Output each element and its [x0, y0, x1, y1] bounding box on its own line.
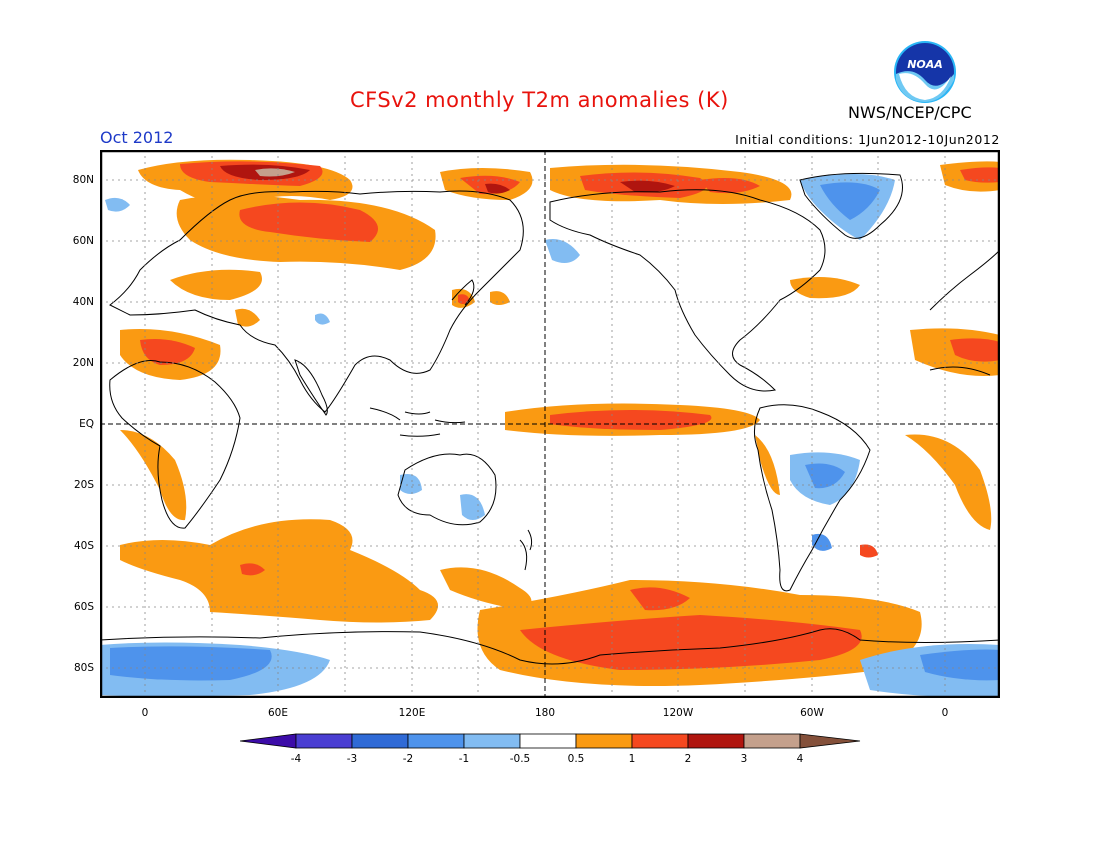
colorbar-label: 2	[684, 753, 692, 765]
lon-label-120w: 120W	[662, 707, 694, 719]
lat-label-20s: 20S	[73, 479, 94, 491]
colorbar-label: 3	[740, 753, 748, 765]
colorbar-label: -3	[346, 753, 358, 765]
colorbar-cell	[687, 733, 745, 749]
anomaly-map	[100, 150, 1000, 698]
lat-label-60s: 60S	[73, 601, 94, 613]
lon-label-120e: 120E	[398, 707, 426, 719]
lon-label-0-east: 0	[941, 707, 949, 719]
map-frame	[100, 150, 1000, 698]
lon-label-0: 0	[141, 707, 149, 719]
warm-anomaly-layer	[120, 159, 1000, 686]
lon-label-60w: 60W	[800, 707, 824, 719]
colorbar-cell	[351, 733, 409, 749]
colorbar-cell-gt-4	[799, 733, 861, 749]
colorbar-cell	[463, 733, 521, 749]
colorbar-cell	[743, 733, 801, 749]
colorbar-cell-lt-4	[240, 733, 297, 749]
reference-lines	[100, 150, 1000, 698]
colorbar-label: 4	[796, 753, 804, 765]
lat-label-40s: 40S	[73, 540, 94, 552]
africa-coast	[109, 360, 241, 529]
forecast-month: Oct 2012	[100, 128, 174, 147]
lat-label-80s: 80S	[73, 662, 94, 674]
graticule	[100, 150, 1000, 698]
warm-southern-indian	[120, 519, 438, 623]
agency-label: NWS/NCEP/CPC	[848, 103, 972, 122]
coastlines	[100, 172, 1000, 665]
south-america-coast	[754, 404, 871, 592]
noaa-logo: NOAA	[894, 41, 956, 103]
colorbar-label: -4	[290, 753, 302, 765]
colorbar	[240, 733, 861, 749]
lat-label-40n: 40N	[72, 296, 94, 308]
colorbar-label: 0.5	[567, 753, 585, 765]
colorbar-label: -0.5	[509, 753, 531, 765]
initial-conditions: Initial conditions: 1Jun2012-10Jun2012	[735, 132, 1000, 147]
north-america-coast	[549, 189, 826, 392]
page-title: CFSv2 monthly T2m anomalies (K)	[350, 88, 729, 112]
colorbar-label: -2	[402, 753, 414, 765]
logo-text: NOAA	[907, 58, 943, 71]
lon-label-180: 180	[534, 707, 556, 719]
colorbar-label: -1	[458, 753, 470, 765]
colorbar-cell	[407, 733, 465, 749]
lat-label-20n: 20N	[72, 357, 94, 369]
colorbar-cell	[631, 733, 689, 749]
greenland-coast	[799, 172, 903, 239]
lat-label-eq: EQ	[79, 418, 94, 430]
colorbar-cell	[295, 733, 353, 749]
lat-label-80n: 80N	[72, 174, 94, 186]
lon-label-60e: 60E	[268, 707, 288, 719]
colorbar-label: 1	[628, 753, 636, 765]
antarctica-coast	[100, 628, 1000, 665]
cool-anomaly-layer	[100, 174, 1000, 698]
australia-coast	[397, 453, 497, 526]
colorbar-cell	[519, 733, 577, 749]
colorbar-cell	[575, 733, 633, 749]
eurasia-coast	[109, 190, 524, 413]
lat-label-60n: 60N	[72, 235, 94, 247]
